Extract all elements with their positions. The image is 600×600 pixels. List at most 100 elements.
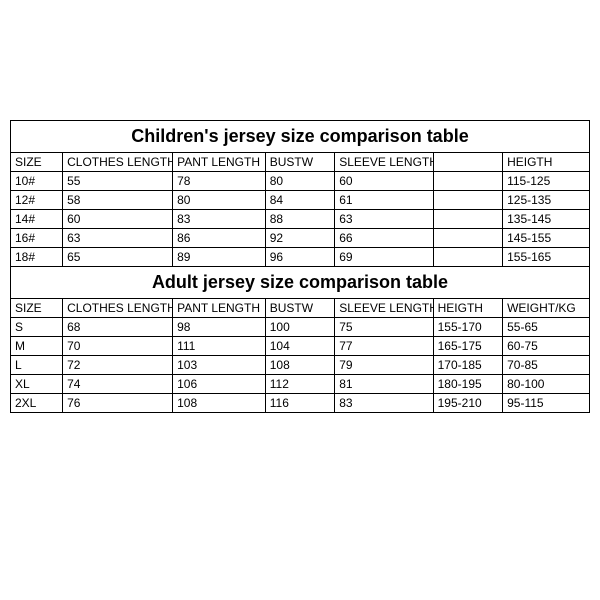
cell: 108 — [173, 394, 266, 413]
col-header: PANT LENGTH — [173, 153, 266, 172]
size-comparison-table: Children's jersey size comparison table … — [10, 120, 590, 413]
cell: 106 — [173, 375, 266, 394]
adult-header-row: SIZE CLOTHES LENGTH PANT LENGTH BUSTW SL… — [11, 299, 590, 318]
cell: 70 — [63, 337, 173, 356]
cell: 96 — [265, 248, 334, 267]
children-title-row: Children's jersey size comparison table — [11, 121, 590, 153]
cell: 18# — [11, 248, 63, 267]
table-row: 10# 55 78 80 60 115-125 — [11, 172, 590, 191]
col-header: SIZE — [11, 153, 63, 172]
cell: 78 — [173, 172, 266, 191]
cell: 55-65 — [503, 318, 590, 337]
cell: 170-185 — [433, 356, 502, 375]
cell: 165-175 — [433, 337, 502, 356]
cell: 60 — [63, 210, 173, 229]
cell: 83 — [173, 210, 266, 229]
cell: 89 — [173, 248, 266, 267]
table-row: M 70 111 104 77 165-175 60-75 — [11, 337, 590, 356]
cell: L — [11, 356, 63, 375]
cell: 80 — [173, 191, 266, 210]
cell: 79 — [335, 356, 433, 375]
cell: 195-210 — [433, 394, 502, 413]
cell — [433, 172, 502, 191]
cell: 70-85 — [503, 356, 590, 375]
table-row: 14# 60 83 88 63 135-145 — [11, 210, 590, 229]
cell: 95-115 — [503, 394, 590, 413]
cell: 81 — [335, 375, 433, 394]
children-title: Children's jersey size comparison table — [11, 121, 590, 153]
cell — [433, 210, 502, 229]
col-header: BUSTW — [265, 299, 334, 318]
cell: 155-170 — [433, 318, 502, 337]
cell: 74 — [63, 375, 173, 394]
table-row: 12# 58 80 84 61 125-135 — [11, 191, 590, 210]
cell: 115-125 — [503, 172, 590, 191]
size-tables-container: Children's jersey size comparison table … — [0, 0, 600, 600]
table-row: 18# 65 89 96 69 155-165 — [11, 248, 590, 267]
cell: 66 — [335, 229, 433, 248]
cell: 155-165 — [503, 248, 590, 267]
col-header: BUSTW — [265, 153, 334, 172]
cell: 145-155 — [503, 229, 590, 248]
cell: 112 — [265, 375, 334, 394]
cell: 61 — [335, 191, 433, 210]
cell: 180-195 — [433, 375, 502, 394]
cell: 65 — [63, 248, 173, 267]
adult-title: Adult jersey size comparison table — [11, 267, 590, 299]
cell: 10# — [11, 172, 63, 191]
cell: 16# — [11, 229, 63, 248]
table-row: 16# 63 86 92 66 145-155 — [11, 229, 590, 248]
cell: 104 — [265, 337, 334, 356]
cell: 88 — [265, 210, 334, 229]
cell: 135-145 — [503, 210, 590, 229]
cell: 68 — [63, 318, 173, 337]
table-row: 2XL 76 108 116 83 195-210 95-115 — [11, 394, 590, 413]
cell: 116 — [265, 394, 334, 413]
cell: 75 — [335, 318, 433, 337]
col-header — [433, 153, 502, 172]
col-header: PANT LENGTH — [173, 299, 266, 318]
cell: 98 — [173, 318, 266, 337]
cell: M — [11, 337, 63, 356]
col-header: WEIGHT/KG — [503, 299, 590, 318]
cell: 84 — [265, 191, 334, 210]
cell: 69 — [335, 248, 433, 267]
adult-title-row: Adult jersey size comparison table — [11, 267, 590, 299]
cell: 80 — [265, 172, 334, 191]
col-header: SIZE — [11, 299, 63, 318]
cell: 111 — [173, 337, 266, 356]
cell: 77 — [335, 337, 433, 356]
col-header: HEIGTH — [503, 153, 590, 172]
col-header: HEIGTH — [433, 299, 502, 318]
cell: 76 — [63, 394, 173, 413]
cell: 86 — [173, 229, 266, 248]
table-row: S 68 98 100 75 155-170 55-65 — [11, 318, 590, 337]
cell: 63 — [335, 210, 433, 229]
col-header: SLEEVE LENGTH — [335, 299, 433, 318]
cell: 12# — [11, 191, 63, 210]
cell: 100 — [265, 318, 334, 337]
cell: 125-135 — [503, 191, 590, 210]
col-header: SLEEVE LENGTH — [335, 153, 433, 172]
cell — [433, 191, 502, 210]
cell: 83 — [335, 394, 433, 413]
cell: 103 — [173, 356, 266, 375]
table-row: XL 74 106 112 81 180-195 80-100 — [11, 375, 590, 394]
col-header: CLOTHES LENGTH — [63, 299, 173, 318]
cell: 63 — [63, 229, 173, 248]
cell: 80-100 — [503, 375, 590, 394]
table-row: L 72 103 108 79 170-185 70-85 — [11, 356, 590, 375]
cell: 108 — [265, 356, 334, 375]
cell: 2XL — [11, 394, 63, 413]
cell: S — [11, 318, 63, 337]
cell — [433, 229, 502, 248]
col-header: CLOTHES LENGTH — [63, 153, 173, 172]
cell: 72 — [63, 356, 173, 375]
children-header-row: SIZE CLOTHES LENGTH PANT LENGTH BUSTW SL… — [11, 153, 590, 172]
cell: 14# — [11, 210, 63, 229]
cell: 60-75 — [503, 337, 590, 356]
cell: 92 — [265, 229, 334, 248]
cell: 58 — [63, 191, 173, 210]
cell: 60 — [335, 172, 433, 191]
cell: XL — [11, 375, 63, 394]
